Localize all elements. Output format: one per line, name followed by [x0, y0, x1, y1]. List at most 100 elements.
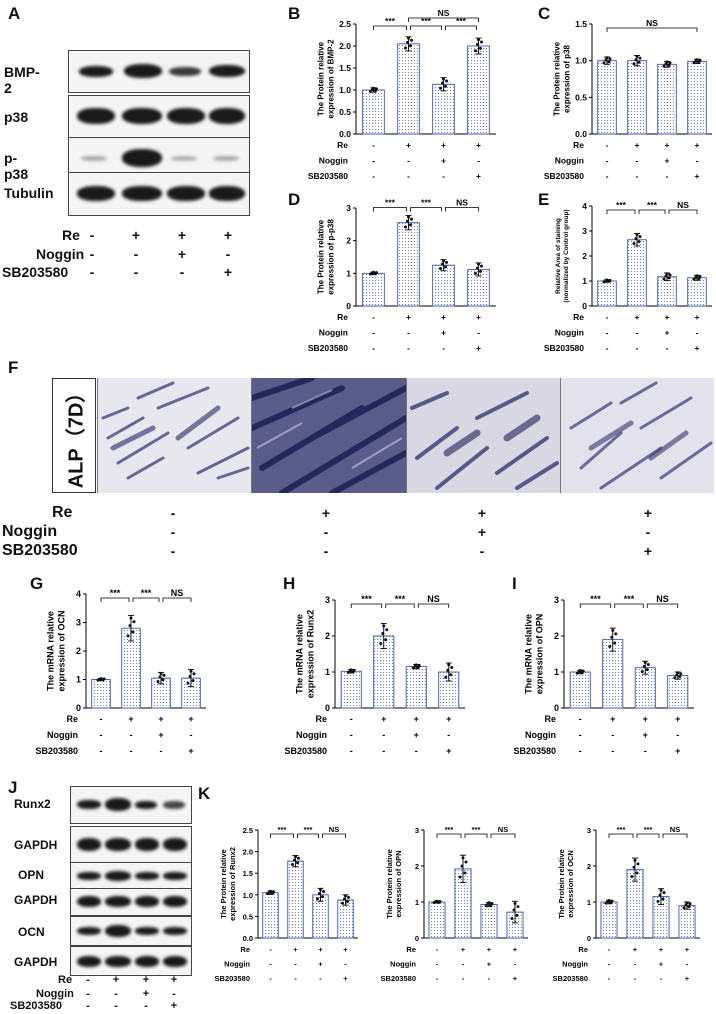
y-axis-label: The mRNA relative expression of Runx2 — [294, 610, 315, 699]
condition-sign-noggin: - — [350, 730, 353, 740]
condition-sign-sb: - — [372, 343, 375, 353]
condition-sign-re: + — [318, 945, 323, 954]
condition-sign-re: + — [381, 714, 386, 724]
data-point — [664, 274, 668, 278]
sign-re-j-3: + — [142, 974, 150, 986]
data-point — [461, 856, 465, 860]
condition-sign-sb: - — [488, 974, 491, 983]
data-point — [638, 56, 642, 60]
alp-image-re-texture — [252, 378, 406, 493]
bar — [657, 276, 677, 307]
condition-sign-noggin: - — [636, 156, 639, 166]
y-tick-label: 0 — [325, 703, 330, 713]
significance-bracket — [668, 209, 698, 214]
significance-label: NS — [456, 198, 468, 208]
y-tick-label: 1 — [582, 276, 587, 286]
condition-sign-re: + — [414, 714, 419, 724]
sign-sb-j-1: - — [86, 1000, 90, 1012]
data-point — [341, 901, 344, 905]
data-point — [189, 669, 193, 673]
bar — [667, 675, 689, 709]
significance-label: NS — [171, 588, 184, 598]
condition-sign-sb: + — [476, 343, 481, 353]
condition-sign-sb: - — [442, 171, 445, 181]
blot-row-gapdh-2 — [70, 888, 192, 916]
y-axis-label-line-1: The Protein relative — [557, 849, 566, 919]
condition-sign-noggin: + — [318, 960, 323, 969]
significance-bracket — [445, 25, 477, 30]
condition-sign-sb: - — [634, 974, 637, 983]
sign-sb-a-3: - — [179, 264, 185, 280]
condition-label-sb: SB203580 — [284, 746, 327, 756]
data-point — [634, 58, 638, 62]
data-point — [640, 670, 644, 674]
sign-re-a-1: - — [89, 227, 95, 243]
data-point — [407, 215, 410, 219]
y-tick-label: 0 — [76, 703, 81, 713]
significance-bracket — [297, 833, 319, 838]
significance-bracket — [608, 833, 634, 838]
data-point — [99, 677, 103, 681]
blot-row-opn — [70, 862, 192, 890]
significance-bracket — [410, 207, 442, 212]
y-tick-label: 0 — [582, 301, 587, 311]
condition-sign-re: + — [441, 140, 446, 150]
significance-bracket — [162, 597, 192, 602]
condition-label-sb: SB203580 — [544, 171, 584, 181]
significance-bracket — [270, 833, 294, 838]
data-point — [643, 660, 647, 664]
condition-sign-re: + — [487, 945, 492, 954]
condition-sign-noggin: - — [344, 960, 347, 969]
condition-label-noggin: Noggin — [47, 730, 78, 740]
condition-sign-sb: + — [513, 974, 518, 983]
condition-sign-re: + — [695, 140, 700, 150]
bar — [428, 901, 446, 939]
data-point — [385, 628, 389, 632]
y-axis-label: The mRNA relative expression of OCN — [45, 610, 66, 691]
y-tick-label: 1 — [76, 675, 81, 685]
data-point — [463, 871, 467, 875]
blot-row-bmp2 — [68, 50, 250, 93]
alp-image-noggin — [406, 378, 560, 493]
condition-sign-re: + — [441, 312, 446, 322]
condition-sign-re: - — [579, 714, 582, 724]
significance-label: *** — [361, 594, 372, 604]
condition-label-noggin: Noggin — [390, 960, 416, 969]
data-point — [673, 676, 677, 680]
sign-noggin-f-1: - — [170, 524, 176, 540]
condition-sign-re: - — [269, 945, 272, 954]
condition-sign-re: + — [476, 312, 481, 322]
y-tick-label: 0.0 — [243, 934, 253, 943]
condition-label-re: Re — [240, 945, 250, 954]
condition-sign-noggin: + — [643, 730, 648, 740]
y-axis-label: The Protein relative expression of p38 — [553, 41, 572, 116]
y-axis-label-line-1: The Protein relative — [317, 41, 326, 116]
significance-bracket — [322, 833, 346, 838]
condition-sign-sb: - — [644, 746, 647, 756]
data-point — [447, 663, 451, 667]
y-tick-label: 1 — [415, 898, 419, 907]
y-tick-label: 2.5 — [339, 19, 351, 29]
data-point — [608, 278, 612, 282]
condition-sign-sb: - — [666, 171, 669, 181]
condition-label-noggin: Noggin — [296, 730, 327, 740]
condition-label-sb: SB203580 — [553, 974, 588, 983]
y-axis-label: Relative Area of staining (normalized by … — [555, 209, 570, 302]
y-axis-label-line-2: expression of Runx2 — [306, 610, 316, 699]
panel-label-f: F — [8, 358, 19, 377]
data-point — [442, 77, 445, 81]
y-tick-label: 0 — [554, 703, 559, 713]
significance-label: *** — [644, 825, 653, 834]
blot-label-gapdh-1: GAPDH — [14, 838, 58, 852]
condition-sign-noggin: - — [696, 156, 699, 166]
significance-label: *** — [385, 198, 396, 208]
data-point — [479, 46, 482, 50]
data-point — [608, 57, 612, 61]
bar — [397, 43, 420, 135]
data-point — [369, 89, 372, 93]
panel-label-b: B — [288, 4, 301, 23]
data-point — [480, 40, 483, 44]
significance-label: *** — [472, 825, 481, 834]
y-tick-label: 3 — [582, 226, 587, 236]
condition-sign-noggin: - — [269, 960, 272, 969]
